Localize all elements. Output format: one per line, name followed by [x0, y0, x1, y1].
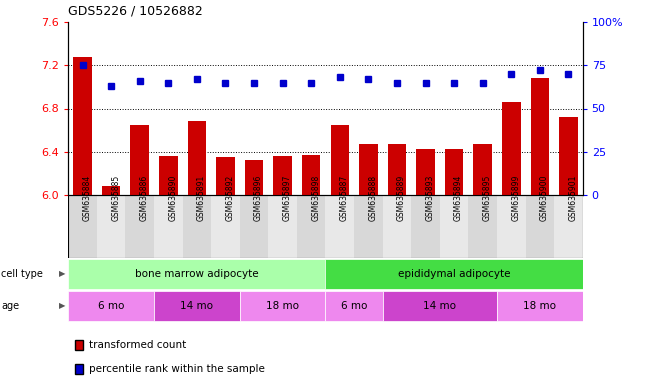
- Text: age: age: [1, 301, 20, 311]
- Text: GSM635885: GSM635885: [111, 174, 120, 221]
- Bar: [497, 195, 525, 258]
- Bar: [559, 117, 577, 195]
- Bar: [473, 144, 492, 195]
- Bar: [183, 195, 211, 258]
- Text: GSM635886: GSM635886: [140, 174, 149, 221]
- Text: GSM635893: GSM635893: [426, 174, 434, 221]
- Text: GSM635896: GSM635896: [254, 174, 263, 221]
- Text: GSM635888: GSM635888: [368, 174, 378, 220]
- Text: percentile rank within the sample: percentile rank within the sample: [89, 364, 264, 374]
- Bar: [468, 195, 497, 258]
- Bar: [359, 144, 378, 195]
- Bar: [297, 195, 326, 258]
- Bar: [273, 156, 292, 195]
- Bar: [387, 144, 406, 195]
- Bar: [440, 195, 468, 258]
- Bar: [159, 156, 178, 195]
- Text: epididymal adipocyte: epididymal adipocyte: [398, 269, 510, 279]
- Text: cell type: cell type: [1, 269, 43, 279]
- Text: bone marrow adipocyte: bone marrow adipocyte: [135, 269, 258, 279]
- Text: transformed count: transformed count: [89, 340, 186, 350]
- Text: GSM635884: GSM635884: [83, 174, 92, 221]
- Text: GDS5226 / 10526882: GDS5226 / 10526882: [68, 5, 203, 18]
- Bar: [68, 195, 97, 258]
- Bar: [326, 259, 583, 290]
- Bar: [211, 195, 240, 258]
- Bar: [74, 56, 92, 195]
- Bar: [326, 195, 354, 258]
- Text: GSM635892: GSM635892: [225, 174, 234, 221]
- Text: GSM635900: GSM635900: [540, 174, 549, 221]
- Bar: [68, 291, 154, 321]
- Text: 6 mo: 6 mo: [98, 301, 124, 311]
- Bar: [130, 125, 149, 195]
- Bar: [126, 195, 154, 258]
- Text: GSM635898: GSM635898: [311, 174, 320, 221]
- Bar: [326, 291, 383, 321]
- Text: GSM635889: GSM635889: [397, 174, 406, 221]
- Bar: [302, 155, 320, 195]
- Text: GSM635894: GSM635894: [454, 174, 463, 221]
- Bar: [216, 157, 235, 195]
- Bar: [383, 195, 411, 258]
- Bar: [331, 125, 349, 195]
- Bar: [383, 291, 497, 321]
- Bar: [240, 195, 268, 258]
- Text: GSM635899: GSM635899: [511, 174, 520, 221]
- Bar: [245, 161, 264, 195]
- Text: 14 mo: 14 mo: [180, 301, 214, 311]
- Text: GSM635897: GSM635897: [283, 174, 292, 221]
- Text: 6 mo: 6 mo: [341, 301, 367, 311]
- Bar: [416, 149, 435, 195]
- Bar: [102, 186, 120, 195]
- Text: 18 mo: 18 mo: [523, 301, 557, 311]
- Bar: [240, 291, 326, 321]
- Bar: [154, 195, 183, 258]
- Bar: [411, 195, 440, 258]
- Bar: [154, 291, 240, 321]
- Bar: [554, 195, 583, 258]
- Bar: [445, 149, 464, 195]
- Text: ▶: ▶: [59, 270, 65, 278]
- Bar: [68, 259, 326, 290]
- Bar: [531, 78, 549, 195]
- Text: 14 mo: 14 mo: [423, 301, 456, 311]
- Text: GSM635887: GSM635887: [340, 174, 349, 221]
- Bar: [497, 291, 583, 321]
- Text: GSM635890: GSM635890: [169, 174, 177, 221]
- Bar: [354, 195, 383, 258]
- Bar: [268, 195, 297, 258]
- Text: ▶: ▶: [59, 301, 65, 311]
- Bar: [525, 195, 554, 258]
- Text: GSM635895: GSM635895: [482, 174, 492, 221]
- Text: GSM635891: GSM635891: [197, 174, 206, 221]
- Bar: [187, 121, 206, 195]
- Bar: [97, 195, 126, 258]
- Bar: [502, 102, 521, 195]
- Text: 18 mo: 18 mo: [266, 301, 299, 311]
- Text: GSM635901: GSM635901: [568, 174, 577, 221]
